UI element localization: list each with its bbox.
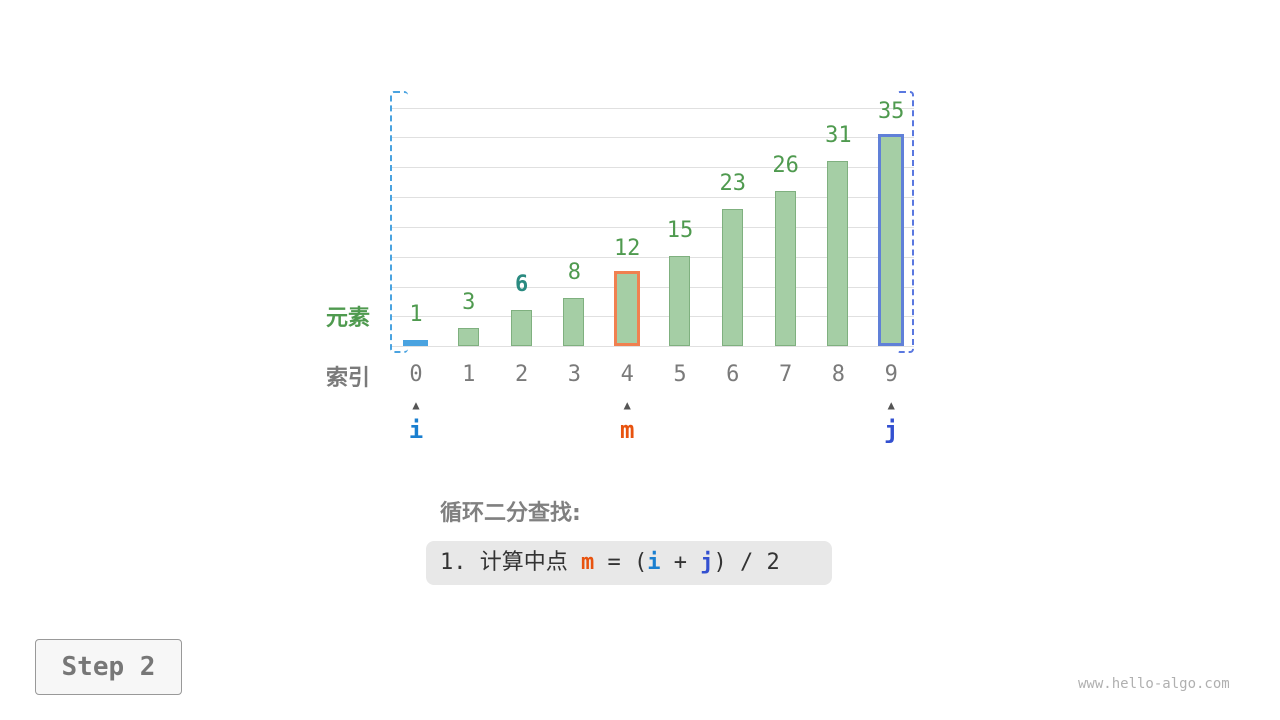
pointer-label: i: [408, 416, 424, 444]
eq-text: = (: [594, 550, 648, 575]
left-range-bracket: [390, 91, 408, 353]
gridline: [390, 346, 914, 347]
gridline: [390, 167, 914, 168]
up-arrow-icon: ▲: [887, 398, 895, 412]
gridline: [390, 137, 914, 138]
array-bar: [721, 208, 743, 346]
pointer-i: ▲ i: [396, 398, 436, 444]
index-label: 2: [514, 362, 529, 387]
element-value: 6: [514, 272, 529, 298]
array-bar: [774, 190, 796, 346]
index-label: 8: [831, 362, 846, 387]
right-range-bracket: [896, 91, 914, 353]
element-value: 15: [666, 218, 694, 244]
pointer-m: ▲ m: [607, 398, 647, 444]
index-label: 9: [884, 362, 898, 387]
array-bar: [457, 328, 479, 346]
index-label: 0: [409, 362, 423, 387]
gridline: [390, 287, 914, 288]
step-description: 1. 计算中点 m = (i + j) / 2: [426, 541, 832, 585]
index-label: 4: [620, 362, 634, 387]
array-bar: [510, 310, 532, 346]
plus-text: +: [660, 550, 701, 575]
array-bar: [827, 160, 849, 346]
element-value: 35: [877, 99, 905, 125]
pointer-j: ▲ j: [871, 398, 911, 444]
element-value: 23: [719, 170, 747, 196]
watermark: www.hello-algo.com: [1078, 676, 1230, 692]
gridline: [390, 197, 914, 198]
array-bar: [614, 271, 641, 346]
index-label: 3: [567, 362, 582, 387]
index-label: 5: [673, 362, 687, 387]
step-prefix: 1. 计算中点: [440, 550, 581, 575]
gridline: [390, 316, 914, 317]
array-bar: [878, 134, 905, 346]
element-value: 1: [409, 302, 423, 327]
gridline: [390, 108, 914, 109]
m-var: m: [580, 550, 595, 575]
j-var: j: [700, 550, 714, 575]
algorithm-title: 循环二分查找:: [440, 501, 581, 526]
array-bar: [403, 340, 428, 346]
index-label: 6: [726, 362, 740, 387]
i-var: i: [647, 550, 661, 575]
element-value: 12: [613, 236, 641, 262]
gridline: [390, 257, 914, 258]
pointer-label: m: [619, 416, 635, 444]
element-value: 26: [772, 152, 799, 178]
index-label: 1: [462, 362, 476, 387]
up-arrow-icon: ▲: [412, 398, 420, 412]
indices-label: 索引: [326, 366, 371, 391]
element-value: 3: [462, 290, 476, 316]
gridline: [390, 227, 914, 228]
pointer-label: j: [883, 416, 899, 444]
suffix-text: ) / 2: [713, 550, 780, 575]
step-button[interactable]: Step 2: [35, 639, 182, 695]
index-label: 7: [778, 362, 793, 387]
elements-label: 元素: [326, 306, 371, 331]
up-arrow-icon: ▲: [623, 398, 631, 412]
array-bar: [563, 298, 585, 346]
element-value: 31: [825, 122, 852, 148]
array-bar: [669, 256, 690, 346]
element-value: 8: [567, 260, 582, 286]
